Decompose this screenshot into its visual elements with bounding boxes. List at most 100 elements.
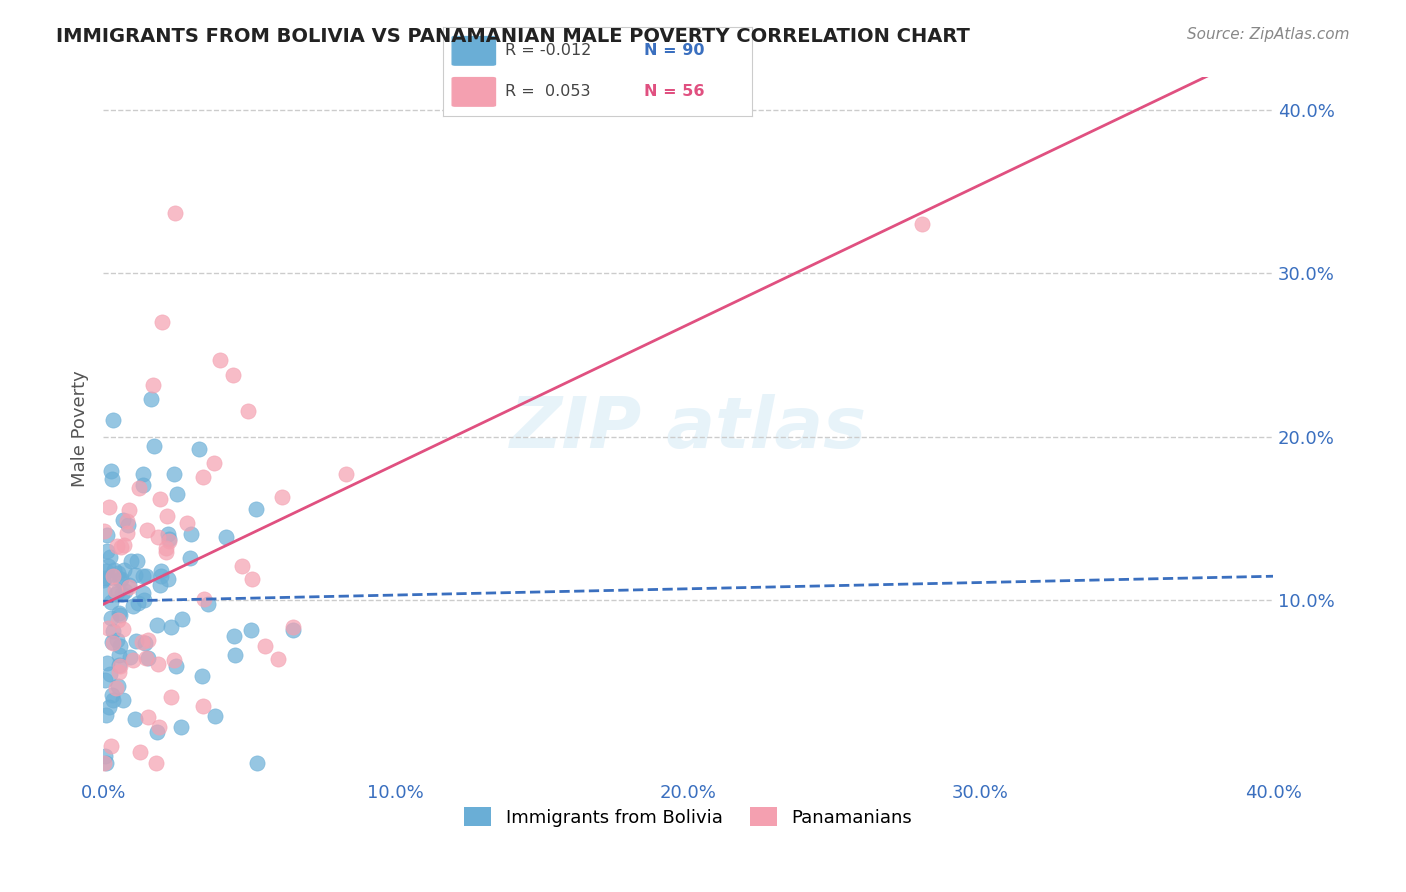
Immigrants from Bolivia [283,623,305,637]
Immigrants from Bolivia [170,612,193,626]
Immigrants from Bolivia [157,527,180,541]
Text: Source: ZipAtlas.com: Source: ZipAtlas.com [1187,27,1350,42]
Immigrants from Bolivia [93,574,115,588]
Panamanians [93,756,115,771]
Text: IMMIGRANTS FROM BOLIVIA VS PANAMANIAN MALE POVERTY CORRELATION CHART: IMMIGRANTS FROM BOLIVIA VS PANAMANIAN MA… [56,27,970,45]
Panamanians [156,508,179,523]
Immigrants from Bolivia [111,693,134,707]
Immigrants from Bolivia [98,667,121,681]
Panamanians [105,681,128,696]
Immigrants from Bolivia [94,707,117,722]
Panamanians [335,467,357,481]
Panamanians [148,491,170,506]
Panamanians [138,632,160,647]
Panamanians [129,745,152,759]
Panamanians [271,491,294,505]
Immigrants from Bolivia [124,712,146,726]
Panamanians [283,620,305,634]
Panamanians [159,690,181,704]
Immigrants from Bolivia [142,439,165,453]
Immigrants from Bolivia [101,692,124,706]
Immigrants from Bolivia [97,700,120,714]
Immigrants from Bolivia [197,597,219,611]
Immigrants from Bolivia [107,679,129,693]
Immigrants from Bolivia [131,568,153,582]
Panamanians [105,539,128,553]
Panamanians [911,218,934,232]
Text: N = 90: N = 90 [644,44,704,58]
Immigrants from Bolivia [245,502,267,516]
Panamanians [254,640,277,654]
Panamanians [231,559,253,574]
Panamanians [117,514,139,528]
Immigrants from Bolivia [111,587,134,601]
Panamanians [103,568,125,582]
Immigrants from Bolivia [108,608,131,623]
Immigrants from Bolivia [132,478,155,492]
Immigrants from Bolivia [97,559,120,574]
Immigrants from Bolivia [100,595,122,609]
Immigrants from Bolivia [132,467,155,482]
Panamanians [100,739,122,753]
FancyBboxPatch shape [453,78,495,106]
Immigrants from Bolivia [163,467,186,482]
Immigrants from Bolivia [105,587,128,601]
Y-axis label: Male Poverty: Male Poverty [72,370,89,487]
Immigrants from Bolivia [93,748,115,763]
Immigrants from Bolivia [94,756,117,771]
Immigrants from Bolivia [149,569,172,583]
Panamanians [128,481,150,495]
Immigrants from Bolivia [93,584,115,599]
Panamanians [146,657,169,672]
Immigrants from Bolivia [94,564,117,578]
Panamanians [266,652,288,666]
Immigrants from Bolivia [96,544,118,558]
Immigrants from Bolivia [94,571,117,585]
Immigrants from Bolivia [134,636,156,650]
Immigrants from Bolivia [180,527,202,541]
Panamanians [97,621,120,635]
Panamanians [101,636,124,650]
Panamanians [131,634,153,648]
Immigrants from Bolivia [117,578,139,592]
Immigrants from Bolivia [114,584,136,599]
Panamanians [112,538,135,552]
Immigrants from Bolivia [108,658,131,673]
Immigrants from Bolivia [107,566,129,580]
Immigrants from Bolivia [149,564,172,578]
Immigrants from Bolivia [146,724,169,739]
Panamanians [165,206,187,220]
Panamanians [136,710,159,724]
Immigrants from Bolivia [101,472,124,486]
Immigrants from Bolivia [125,633,148,648]
Immigrants from Bolivia [110,572,132,586]
Immigrants from Bolivia [136,651,159,665]
Immigrants from Bolivia [132,586,155,600]
Immigrants from Bolivia [97,571,120,585]
Immigrants from Bolivia [100,465,122,479]
Immigrants from Bolivia [118,650,141,665]
Panamanians [193,698,215,713]
Panamanians [176,516,198,530]
Immigrants from Bolivia [187,442,209,456]
Immigrants from Bolivia [139,392,162,406]
Text: N = 56: N = 56 [644,85,704,99]
Panamanians [155,545,177,559]
Panamanians [93,524,115,538]
Immigrants from Bolivia [159,620,181,634]
Immigrants from Bolivia [240,624,263,638]
Panamanians [202,456,225,470]
Immigrants from Bolivia [127,596,149,610]
Immigrants from Bolivia [246,756,269,771]
Panamanians [193,592,215,607]
Immigrants from Bolivia [135,568,157,582]
Immigrants from Bolivia [108,648,131,662]
Panamanians [142,378,165,392]
Immigrants from Bolivia [110,574,132,588]
Immigrants from Bolivia [222,629,245,643]
Immigrants from Bolivia [101,624,124,639]
Immigrants from Bolivia [101,688,124,702]
Immigrants from Bolivia [120,554,142,568]
Panamanians [121,653,143,667]
Panamanians [136,523,159,537]
